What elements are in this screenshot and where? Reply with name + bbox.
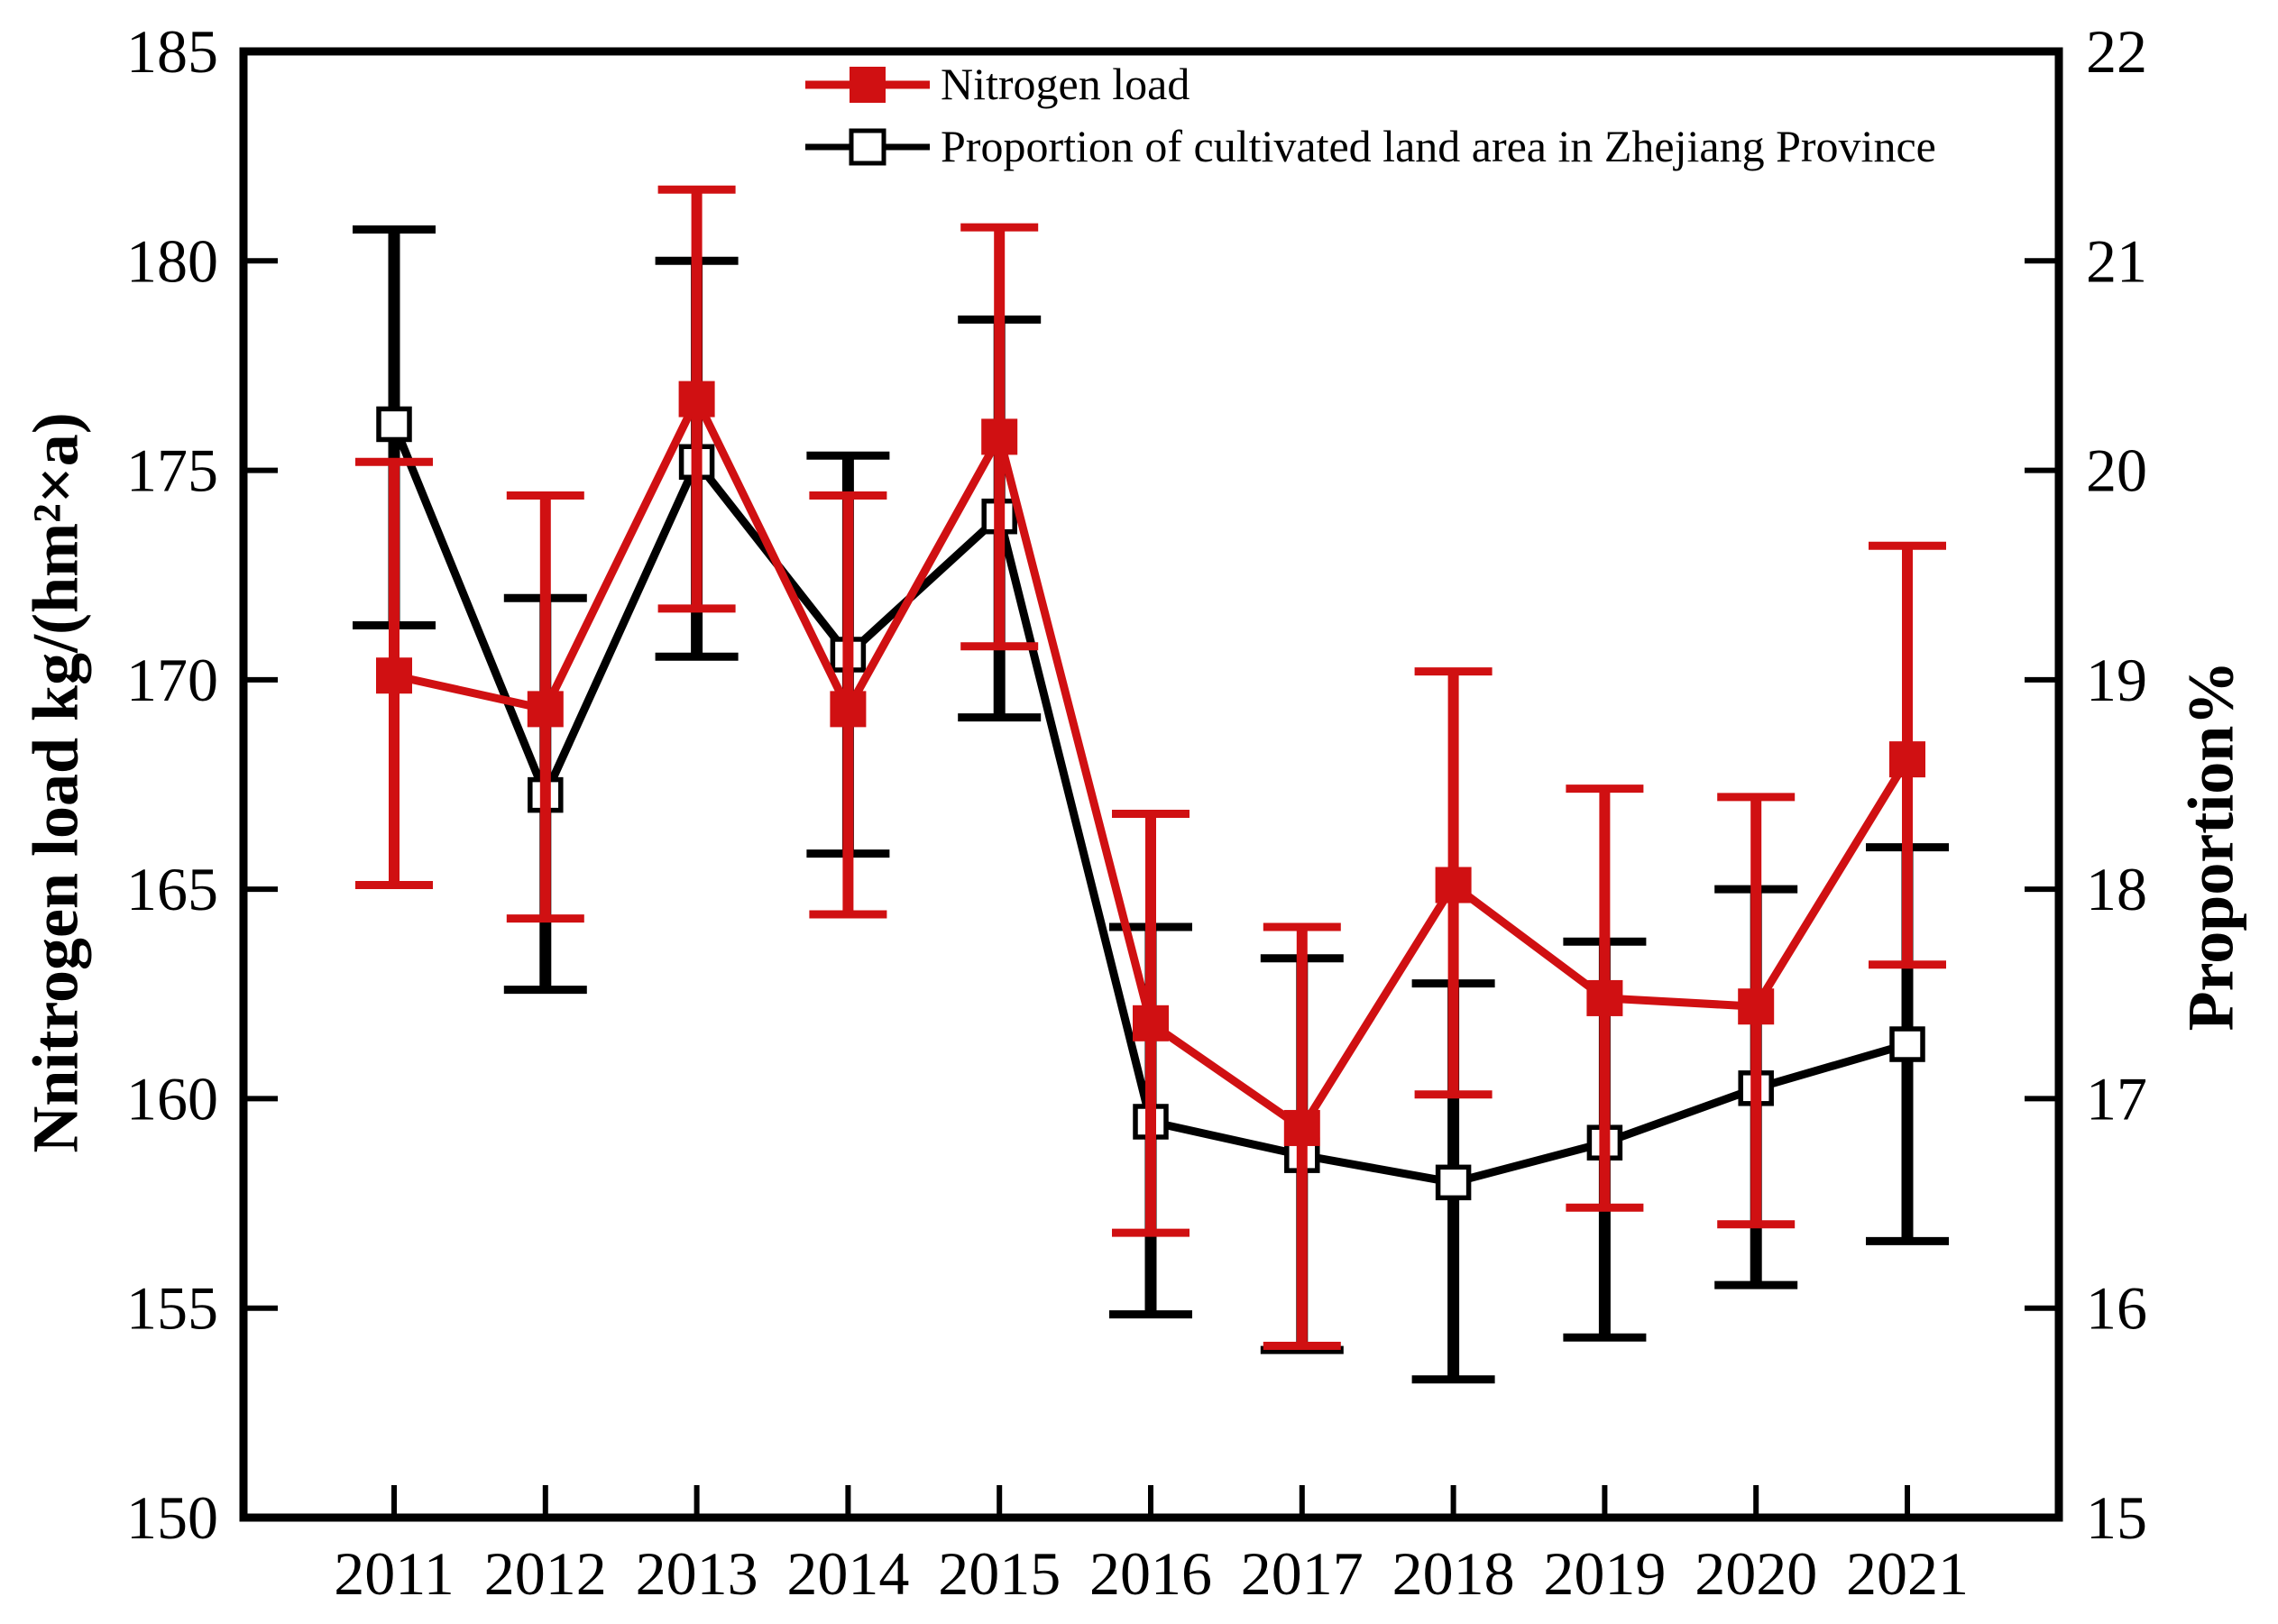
nitrogen-marker bbox=[376, 657, 412, 694]
right-tick-label: 21 bbox=[2086, 226, 2147, 295]
proportion-marker bbox=[376, 406, 412, 443]
x-tick-label: 2018 bbox=[1392, 1539, 1515, 1608]
left-axis-title: Nnitrogen load kg/(hm²×a) bbox=[19, 412, 92, 1153]
x-tick-label: 2013 bbox=[636, 1539, 758, 1608]
legend: Nitrogen load Proportion of cultivated l… bbox=[805, 60, 1936, 171]
nitrogen-marker bbox=[1586, 979, 1623, 1016]
nitrogen-legend-marker-icon bbox=[805, 66, 930, 103]
nitrogen-marker bbox=[1283, 1109, 1320, 1146]
x-tick-label: 2019 bbox=[1543, 1539, 1666, 1608]
x-tick-label: 2016 bbox=[1089, 1539, 1212, 1608]
nitrogen-marker bbox=[1435, 867, 1472, 904]
left-tick-label: 155 bbox=[126, 1274, 218, 1343]
right-axis-title: Proportion% bbox=[2174, 660, 2247, 1032]
right-tick-label: 15 bbox=[2086, 1483, 2147, 1552]
right-tick-label: 20 bbox=[2086, 436, 2147, 505]
left-tick-label: 185 bbox=[126, 17, 218, 86]
left-tick-label: 150 bbox=[126, 1483, 218, 1552]
left-tick-label: 180 bbox=[126, 226, 218, 295]
nitrogen-marker bbox=[830, 691, 867, 728]
proportion-marker bbox=[1889, 1026, 1925, 1062]
nitrogen-marker bbox=[1738, 988, 1775, 1025]
x-tick-label: 2012 bbox=[484, 1539, 607, 1608]
right-tick-label: 17 bbox=[2086, 1064, 2147, 1133]
legend-item-nitrogen: Nitrogen load bbox=[805, 60, 1936, 109]
legend-label-nitrogen: Nitrogen load bbox=[941, 59, 1190, 109]
nitrogen-marker bbox=[1133, 1005, 1169, 1041]
legend-label-proportion: Proportion of cultivated land area in Zh… bbox=[941, 121, 1936, 171]
x-tick-label: 2017 bbox=[1241, 1539, 1364, 1608]
x-tick-label: 2014 bbox=[786, 1539, 909, 1608]
nitrogen-marker bbox=[678, 381, 715, 417]
nitrogen-marker bbox=[527, 691, 564, 728]
left-tick-label: 175 bbox=[126, 436, 218, 505]
x-tick-label: 2015 bbox=[938, 1539, 1061, 1608]
plot-frame bbox=[239, 47, 2063, 1522]
right-tick-label: 22 bbox=[2086, 17, 2147, 86]
nitrogen-marker bbox=[1889, 741, 1925, 778]
right-tick-label: 16 bbox=[2086, 1274, 2147, 1343]
right-tick-label: 18 bbox=[2086, 855, 2147, 923]
x-tick-label: 2011 bbox=[334, 1539, 454, 1608]
legend-item-proportion: Proportion of cultivated land area in Zh… bbox=[805, 122, 1936, 171]
nitrogen-marker bbox=[981, 418, 1018, 455]
proportion-legend-marker-icon bbox=[805, 128, 930, 165]
right-tick-label: 19 bbox=[2086, 646, 2147, 714]
x-tick-label: 2021 bbox=[1846, 1539, 1969, 1608]
left-tick-label: 160 bbox=[126, 1064, 218, 1133]
proportion-marker bbox=[1435, 1164, 1472, 1201]
left-tick-label: 170 bbox=[126, 646, 218, 714]
x-tick-label: 2020 bbox=[1695, 1539, 1817, 1608]
left-tick-label: 165 bbox=[126, 855, 218, 923]
